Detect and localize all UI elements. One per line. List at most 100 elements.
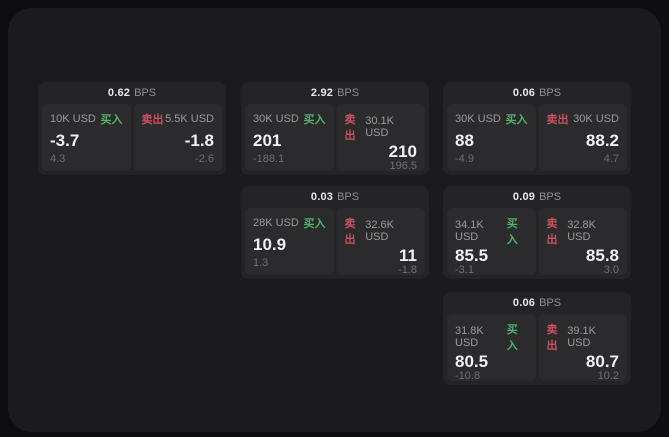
sell-delta: 10.2 bbox=[597, 370, 619, 382]
sell-price: 11 bbox=[399, 246, 417, 265]
buy-panel[interactable]: 34.1K USD 买入 85.5 -3.1 bbox=[447, 208, 536, 276]
bps-value: 0.62 bbox=[107, 87, 131, 99]
buy-price: 10.9 bbox=[253, 234, 287, 254]
buy-delta: 4.3 bbox=[50, 153, 66, 165]
sell-panel[interactable]: 卖出 30.1K USD 210 196.5 bbox=[336, 104, 425, 172]
bps-unit-label: BPS bbox=[539, 87, 562, 99]
sell-label: 卖出 bbox=[141, 114, 164, 126]
buy-top-row: 30K USD 买入 bbox=[455, 111, 528, 127]
sell-price: 210 bbox=[388, 142, 417, 161]
sell-panel[interactable]: 卖出 32.8K USD 85.8 3.0 bbox=[538, 208, 627, 276]
buy-panel[interactable]: 30K USD 买入 201 -188.1 bbox=[245, 104, 334, 171]
buy-panel[interactable]: 28K USD 买入 10.9 1.3 bbox=[245, 208, 334, 275]
sell-size: 30K USD bbox=[573, 113, 619, 125]
sell-size: 5.5K USD bbox=[165, 113, 214, 125]
sell-delta: 196.5 bbox=[389, 160, 417, 172]
buy-panel[interactable]: 31.8K USD 买入 80.5 -10.8 bbox=[447, 314, 536, 382]
sell-panel[interactable]: 卖出 5.5K USD -1.8 -2.6 bbox=[133, 104, 222, 171]
buy-price: 88 bbox=[455, 130, 474, 150]
quote-card-4: 0.03 BPS 28K USD 买入 10.9 1.3 卖出 32.6K US… bbox=[241, 186, 429, 279]
card-body: 30K USD 买入 88 -4.9 卖出 30K USD 88.2 4.7 bbox=[443, 104, 631, 175]
sell-top-row: 卖出 32.6K USD bbox=[345, 215, 418, 247]
sell-delta: -2.6 bbox=[195, 153, 214, 165]
sell-price: -1.8 bbox=[184, 130, 214, 150]
sell-price: 80.7 bbox=[585, 352, 619, 371]
buy-top-row: 30K USD 买入 bbox=[253, 111, 326, 127]
card-body: 34.1K USD 买入 85.5 -3.1 卖出 32.8K USD 85.8… bbox=[443, 208, 631, 279]
sell-panel[interactable]: 卖出 32.6K USD 11 -1.8 bbox=[336, 208, 425, 276]
buy-size: 28K USD bbox=[253, 217, 299, 229]
buy-delta: -4.9 bbox=[455, 153, 474, 165]
sell-label: 卖出 bbox=[344, 218, 356, 246]
sell-label: 卖出 bbox=[344, 114, 356, 142]
buy-top-row: 10K USD 买入 bbox=[50, 111, 123, 127]
card-body: 31.8K USD 买入 80.5 -10.8 卖出 39.1K USD 80.… bbox=[443, 314, 631, 385]
buy-label: 买入 bbox=[506, 324, 518, 352]
buy-label: 买入 bbox=[303, 114, 326, 126]
buy-delta: -188.1 bbox=[253, 153, 285, 165]
bps-unit-label: BPS bbox=[134, 87, 157, 99]
bps-unit-label: BPS bbox=[539, 191, 562, 203]
buy-price: 85.5 bbox=[455, 246, 489, 265]
buy-size: 10K USD bbox=[50, 113, 96, 125]
sell-price: 88.2 bbox=[585, 130, 619, 150]
buy-delta: -3.1 bbox=[455, 264, 474, 276]
card-body: 28K USD 买入 10.9 1.3 卖出 32.6K USD 11 -1.8 bbox=[241, 208, 429, 279]
buy-label: 买入 bbox=[100, 114, 123, 126]
quote-card-1: 0.62 BPS 10K USD 买入 -3.7 4.3 卖出 5.5K USD… bbox=[38, 82, 226, 175]
buy-price: 201 bbox=[253, 130, 282, 150]
card-header: 0.62 BPS bbox=[38, 82, 226, 104]
sell-size: 32.6K USD bbox=[365, 219, 394, 243]
sell-size: 30.1K USD bbox=[365, 115, 394, 139]
bps-value: 0.06 bbox=[512, 297, 536, 309]
buy-label: 买入 bbox=[506, 218, 518, 246]
card-header: 2.92 BPS bbox=[241, 82, 429, 104]
card-header: 0.09 BPS bbox=[443, 186, 631, 208]
bps-unit-label: BPS bbox=[337, 191, 360, 203]
sell-top-row: 卖出 5.5K USD bbox=[142, 111, 215, 127]
buy-size: 30K USD bbox=[455, 113, 501, 125]
buy-top-row: 28K USD 买入 bbox=[253, 215, 326, 231]
card-header: 0.03 BPS bbox=[241, 186, 429, 208]
bps-unit-label: BPS bbox=[337, 87, 360, 99]
buy-size: 31.8K USD bbox=[455, 325, 484, 349]
sell-label: 卖出 bbox=[546, 114, 569, 126]
buy-label: 买入 bbox=[505, 114, 528, 126]
buy-panel[interactable]: 10K USD 买入 -3.7 4.3 bbox=[42, 104, 131, 171]
sell-size: 32.8K USD bbox=[567, 219, 596, 243]
buy-price: -3.7 bbox=[50, 130, 80, 150]
sell-top-row: 卖出 39.1K USD bbox=[547, 321, 620, 353]
quote-card-5: 0.09 BPS 34.1K USD 买入 85.5 -3.1 卖出 32.8K… bbox=[443, 186, 631, 279]
buy-size: 30K USD bbox=[253, 113, 299, 125]
bps-value: 0.03 bbox=[310, 191, 334, 203]
quote-card-6: 0.06 BPS 31.8K USD 买入 80.5 -10.8 卖出 39.1… bbox=[443, 292, 631, 385]
sell-delta: 3.0 bbox=[603, 264, 619, 276]
buy-label: 买入 bbox=[303, 218, 326, 230]
bps-value: 2.92 bbox=[310, 87, 334, 99]
quote-card-2: 2.92 BPS 30K USD 买入 201 -188.1 卖出 30.1K … bbox=[241, 82, 429, 175]
buy-size: 34.1K USD bbox=[455, 219, 484, 243]
buy-delta: -10.8 bbox=[455, 370, 481, 382]
card-header: 0.06 BPS bbox=[443, 82, 631, 104]
card-body: 10K USD 买入 -3.7 4.3 卖出 5.5K USD -1.8 -2.… bbox=[38, 104, 226, 175]
buy-price: 80.5 bbox=[455, 352, 489, 371]
bps-unit-label: BPS bbox=[539, 297, 562, 309]
buy-panel[interactable]: 30K USD 买入 88 -4.9 bbox=[447, 104, 536, 171]
sell-delta: 4.7 bbox=[603, 153, 619, 165]
sell-panel[interactable]: 卖出 39.1K USD 80.7 10.2 bbox=[538, 314, 627, 382]
sell-top-row: 卖出 32.8K USD bbox=[547, 215, 620, 247]
sell-delta: -1.8 bbox=[398, 264, 417, 276]
bps-value: 0.09 bbox=[512, 191, 536, 203]
buy-top-row: 34.1K USD 买入 bbox=[455, 215, 528, 247]
card-body: 30K USD 买入 201 -188.1 卖出 30.1K USD 210 1… bbox=[241, 104, 429, 175]
sell-top-row: 卖出 30K USD bbox=[547, 111, 620, 127]
bps-value: 0.06 bbox=[512, 87, 536, 99]
quote-card-3: 0.06 BPS 30K USD 买入 88 -4.9 卖出 30K USD 8… bbox=[443, 82, 631, 175]
sell-size: 39.1K USD bbox=[567, 325, 596, 349]
sell-panel[interactable]: 卖出 30K USD 88.2 4.7 bbox=[538, 104, 627, 171]
sell-label: 卖出 bbox=[546, 218, 558, 246]
sell-price: 85.8 bbox=[585, 246, 619, 265]
card-header: 0.06 BPS bbox=[443, 292, 631, 314]
sell-label: 卖出 bbox=[546, 324, 558, 352]
